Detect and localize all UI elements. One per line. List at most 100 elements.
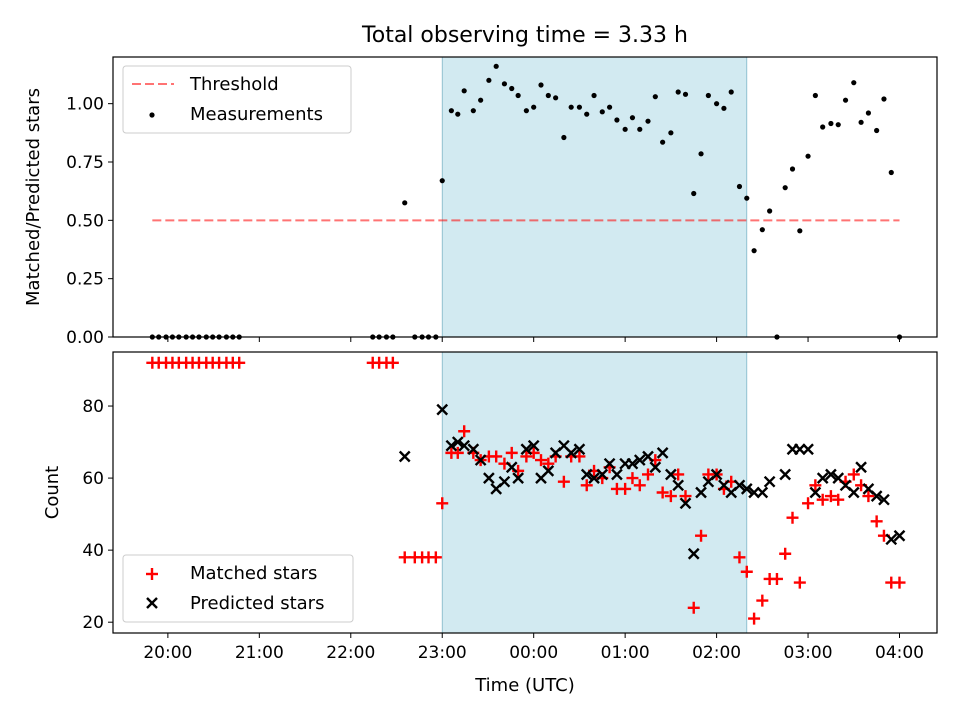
predicted-star-point: [445, 439, 458, 452]
predicted-star-point: [520, 443, 533, 456]
legend-matched-swatch: [146, 568, 158, 580]
matched-star-point: [429, 551, 442, 564]
x-tick-label: 02:00: [692, 643, 741, 663]
measurement-point: [509, 85, 515, 92]
predicted-star-point: [695, 486, 707, 499]
count-axes-frame: [112, 351, 938, 634]
matched-star-point: [779, 547, 792, 560]
predicted-star-point: [710, 468, 723, 481]
x-tick-label: 20:00: [143, 643, 192, 663]
predicted-star-point: [733, 479, 746, 492]
measurement-point: [576, 104, 583, 110]
matched-star-point: [733, 551, 746, 564]
measurement-point: [584, 111, 590, 117]
x-tick-label: 00:00: [509, 643, 558, 663]
matched-star-point: [893, 576, 906, 589]
count-legend: Matched stars Predicted stars: [122, 554, 354, 623]
measurement-point: [675, 89, 681, 95]
matched-star-point: [793, 576, 806, 589]
measurement-point: [614, 117, 620, 123]
x-tick-label: 04:00: [875, 643, 924, 663]
matched-star-point: [580, 479, 593, 492]
matched-star-point: [626, 472, 639, 485]
predicted-star-point: [802, 443, 814, 456]
matched-star-point: [832, 493, 845, 506]
matched-star-point: [687, 601, 700, 614]
matched-star-point: [786, 511, 799, 524]
legend-measurements-label: Measurements: [190, 104, 323, 125]
measurement-point: [751, 248, 757, 254]
count-y-axis-label: Count: [42, 466, 63, 519]
matched-star-point: [542, 457, 555, 470]
matched-star-point: [233, 356, 246, 369]
matched-star-point: [451, 446, 464, 459]
measurement-point: [486, 77, 492, 83]
predicted-star-point: [893, 529, 906, 542]
measurement-point: [820, 124, 826, 130]
count-panel: 20 40 60 80 20:00 21:00 22:00 23:00 00:00 01:00 0…: [42, 351, 938, 696]
ratio-y-tick-label: 1.00: [66, 95, 104, 115]
x-axis-label: Time (UTC): [474, 675, 575, 696]
measurement-point: [545, 92, 551, 99]
predicted-star-point: [665, 468, 677, 481]
ratio-axes-frame: [112, 56, 938, 338]
predicted-star-point: [855, 461, 867, 474]
matched-star-point: [870, 515, 883, 528]
matched-star-point: [490, 450, 503, 463]
predicted-star-point: [596, 468, 609, 481]
measurement-point: [470, 108, 476, 114]
count-y-tick-label: 40: [82, 541, 104, 561]
ratio-y-tick-label: 0.00: [66, 328, 104, 348]
ratio-y-tick-label: 0.50: [66, 211, 104, 231]
measurement-point: [865, 110, 872, 116]
measurement-point: [439, 178, 445, 184]
predicted-star-point: [816, 472, 829, 484]
predicted-star-point: [588, 472, 600, 484]
predicted-star-point: [611, 468, 623, 481]
predicted-star-point: [565, 447, 578, 459]
matched-star-point: [672, 468, 685, 481]
matched-star-point: [802, 497, 815, 510]
predicted-star-point: [649, 461, 662, 474]
matched-star-point: [664, 490, 677, 503]
matched-star-point: [847, 468, 860, 481]
matched-star-point: [679, 490, 692, 503]
matched-star-point: [809, 479, 822, 492]
matched-star-point: [695, 529, 708, 542]
predicted-star-point: [656, 447, 669, 459]
x-tick-label: 22:00: [326, 643, 375, 663]
measurement-point: [637, 126, 643, 132]
matched-star-point: [398, 551, 411, 564]
measurement-point: [713, 101, 720, 107]
predicted-star-point: [573, 443, 586, 456]
measurement-point: [645, 118, 651, 124]
predicted-star-point: [687, 547, 700, 560]
predicted-star-point: [467, 443, 480, 456]
matched-star-point: [656, 486, 669, 499]
measurement-point: [789, 166, 796, 172]
predicted-star-point: [498, 475, 511, 488]
legend-threshold-label: Threshold: [189, 74, 279, 95]
x-tick-label: 21:00: [235, 643, 284, 663]
measurement-point: [835, 122, 841, 128]
matched-star-point: [619, 482, 632, 495]
measurement-point: [812, 92, 818, 99]
matched-star-point: [862, 490, 875, 503]
matched-star-point: [633, 479, 646, 492]
matched-star-point: [824, 490, 837, 503]
measurement-point: [660, 139, 666, 145]
legend-matched-label: Matched stars: [190, 563, 317, 584]
measurement-point: [493, 63, 499, 69]
predicted-star-point: [870, 490, 883, 502]
measurement-point: [591, 92, 597, 99]
measurement-point: [767, 208, 773, 214]
count-legend-box: [122, 554, 354, 623]
matched-star-point: [740, 565, 753, 578]
chart-title: Total observing time = 3.33 h: [361, 23, 688, 48]
predicted-star-point: [633, 454, 646, 466]
predicted-star-point: [885, 533, 898, 546]
measurement-point: [842, 97, 849, 103]
ratio-y-tick-label: 0.75: [66, 153, 104, 173]
predicted-star-point: [847, 486, 860, 499]
predicted-star-point: [580, 468, 593, 481]
